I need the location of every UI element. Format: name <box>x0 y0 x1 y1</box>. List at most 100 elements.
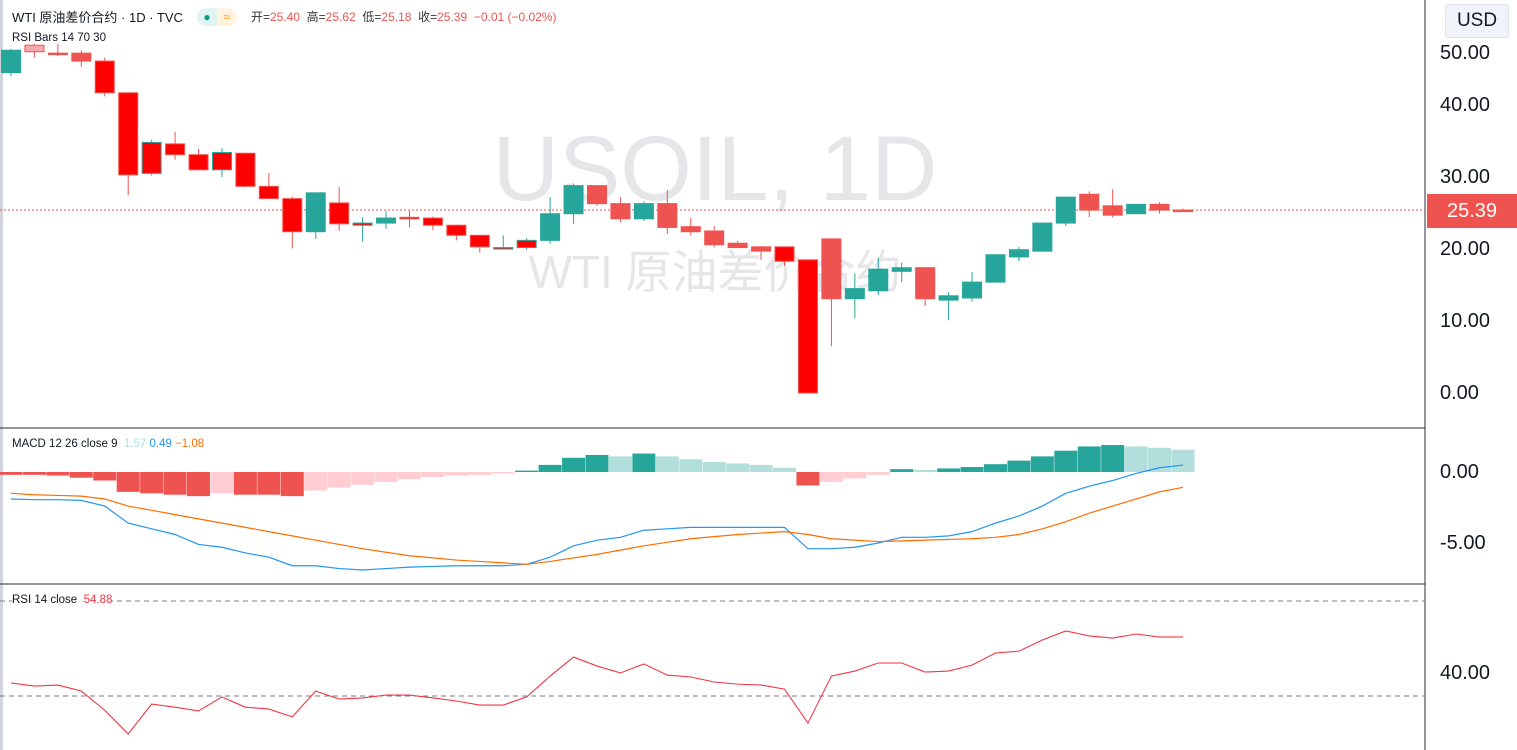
open-value: 25.40 <box>269 10 300 24</box>
candle <box>1008 246 1029 262</box>
candle-body <box>915 267 936 300</box>
macd-histogram-bar <box>1124 446 1148 472</box>
macd-histogram-bar <box>773 467 797 472</box>
macd-histogram-bar <box>304 472 328 491</box>
candle-body <box>821 238 842 300</box>
macd-tick: -5.00 <box>1440 532 1486 554</box>
candle <box>1173 208 1193 213</box>
macd-histogram-bar <box>702 462 726 472</box>
candle-body <box>727 242 748 249</box>
candle-body <box>1079 193 1100 211</box>
candle-body <box>610 203 631 220</box>
candle <box>516 238 537 250</box>
candle <box>1079 191 1100 218</box>
high-value: 25.62 <box>325 10 356 24</box>
status-pill[interactable]: ● ≈ <box>196 7 237 26</box>
candle <box>1055 196 1076 226</box>
candle <box>282 196 303 249</box>
price-tick: 20.00 <box>1440 238 1491 260</box>
candle-body <box>1102 205 1123 216</box>
close-value: 25.39 <box>437 10 468 24</box>
macd-histogram-bar <box>140 472 164 494</box>
macd-histogram-bar <box>210 472 234 494</box>
candle-body <box>305 192 326 233</box>
candle-body <box>985 254 1006 283</box>
candle-body <box>211 152 232 171</box>
candle <box>680 218 701 236</box>
rsi-bars-legend[interactable]: RSI Bars 14 70 30 <box>12 32 106 44</box>
macd-histogram-bar <box>632 453 656 472</box>
candle <box>446 224 467 241</box>
candle <box>493 235 514 250</box>
candle-body <box>797 259 818 394</box>
macd-histogram-bar <box>0 472 23 475</box>
candle-body <box>446 224 467 236</box>
candle <box>657 189 678 234</box>
macd-value: 0.49 <box>149 438 172 450</box>
candle-body <box>352 222 373 226</box>
candle <box>610 197 631 223</box>
candle <box>797 259 818 394</box>
macd-signal-value: −1.08 <box>175 438 205 450</box>
macd-histogram-bar <box>491 472 515 474</box>
macd-tick: 0.00 <box>1440 461 1479 483</box>
macd-histogram-bar <box>444 472 468 476</box>
candle-body <box>422 217 443 226</box>
rsi-pane <box>0 600 1425 735</box>
candle <box>633 201 654 221</box>
macd-histogram-bar <box>468 472 492 475</box>
macd-histogram-bar <box>679 459 703 472</box>
candle <box>1102 189 1123 218</box>
macd-histogram-bar <box>937 468 961 472</box>
candle-body <box>469 234 490 248</box>
symbol-title[interactable]: WTI 原油差价合约 · 1D · TVC <box>12 10 183 25</box>
macd-hist-value: 1.57 <box>123 438 147 450</box>
watermark-symbol: USOIL, 1D <box>493 118 938 220</box>
price-tick: 30.00 <box>1440 166 1491 188</box>
candle-body <box>704 230 725 246</box>
rsi-value: 54.88 <box>83 594 113 606</box>
macd-histogram-bar <box>1007 460 1031 472</box>
macd-histogram-bar <box>1054 450 1078 472</box>
candle <box>563 183 584 224</box>
candle <box>305 192 326 239</box>
macd-histogram-bar <box>538 464 562 472</box>
candle <box>891 262 912 283</box>
candle <box>751 246 772 260</box>
macd-histogram-bar <box>1030 456 1054 472</box>
candle <box>376 210 397 229</box>
candle-body <box>868 268 889 292</box>
candle-body <box>188 154 209 171</box>
symbol-header: WTI 原油差价合约 · 1D · TVC ● ≈ 开=25.40 高=25.62… <box>12 7 557 26</box>
candle-body <box>118 92 139 176</box>
candle-body <box>258 185 279 200</box>
candle <box>118 92 139 195</box>
macd-histogram-bar <box>608 456 632 472</box>
candle <box>868 257 889 296</box>
candle-body <box>563 185 584 215</box>
candle-body <box>1008 249 1029 258</box>
candle <box>1149 202 1170 214</box>
macd-histogram-bar <box>515 470 539 472</box>
rsi-legend[interactable]: RSI 14 close 54.88 <box>12 594 113 606</box>
candle-body <box>1149 203 1170 211</box>
candle-body <box>47 52 68 56</box>
candle-body <box>633 203 654 220</box>
candle-body <box>587 185 607 205</box>
candle <box>962 272 983 302</box>
candle-body <box>376 217 397 224</box>
candle-body <box>1173 209 1193 213</box>
macd-histogram-bar <box>585 454 609 472</box>
macd-histogram-bar <box>655 456 679 472</box>
macd-histogram-bar <box>819 472 843 482</box>
macd-legend[interactable]: MACD 12 26 close 9 1.57 0.49 −1.08 <box>12 438 205 450</box>
price-tick: 40.00 <box>1440 94 1491 116</box>
candle <box>704 225 725 248</box>
candle <box>844 273 865 319</box>
candle-body <box>1055 196 1076 224</box>
candle-body <box>751 246 772 252</box>
macd-histogram-bar <box>116 472 140 492</box>
currency-button[interactable]: USD <box>1445 4 1509 38</box>
candle <box>821 238 842 347</box>
